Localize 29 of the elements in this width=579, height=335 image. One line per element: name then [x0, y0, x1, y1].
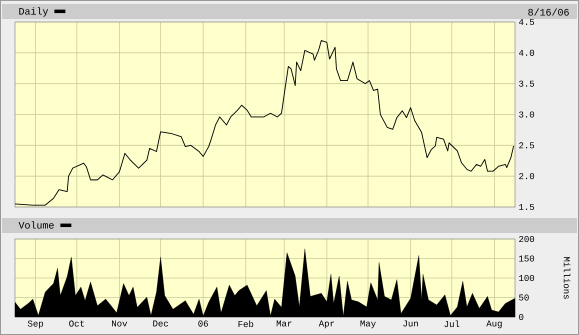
y-tick-label: 0 [519, 314, 524, 320]
x-tick-label: Jun [403, 320, 418, 327]
line-series [14, 40, 514, 206]
y-tick-label: 1.5 [519, 204, 534, 210]
y-tick-label: 200 [519, 236, 534, 242]
x-tick-label: Apr [318, 320, 334, 328]
x-tick-label: 06 [198, 320, 208, 327]
x-tick-label: Mar [276, 320, 292, 327]
chart-title: Daily [19, 7, 48, 17]
x-tick-label: Nov [112, 320, 128, 327]
x-tick-label: Jul [444, 320, 460, 328]
y-tick-label: 2.0 [519, 173, 534, 180]
y-tick-label: 50 [519, 294, 529, 301]
text: 8/16/06 [528, 8, 569, 16]
chart-title: Volume [18, 221, 54, 229]
x-tick-label: May [360, 320, 376, 328]
y-tick-label: 3.0 [519, 111, 534, 118]
x-tick-label: Dec [153, 320, 168, 327]
x-tick-label: Oct [69, 320, 84, 327]
x-tick-label: Aug [486, 320, 502, 328]
y-tick-label: 4.5 [518, 19, 534, 25]
y-tick-label: 150 [519, 255, 534, 262]
y-tick-label: 2.5 [519, 142, 534, 148]
y-tick-label: 100 [519, 274, 534, 282]
y-tick-label: 3.5 [519, 80, 534, 87]
y-axis-title: Millions [564, 257, 570, 299]
y-tick-label: 4.0 [518, 50, 534, 56]
x-tick-label: Sep [28, 320, 44, 328]
x-tick-label: Feb [238, 320, 254, 328]
